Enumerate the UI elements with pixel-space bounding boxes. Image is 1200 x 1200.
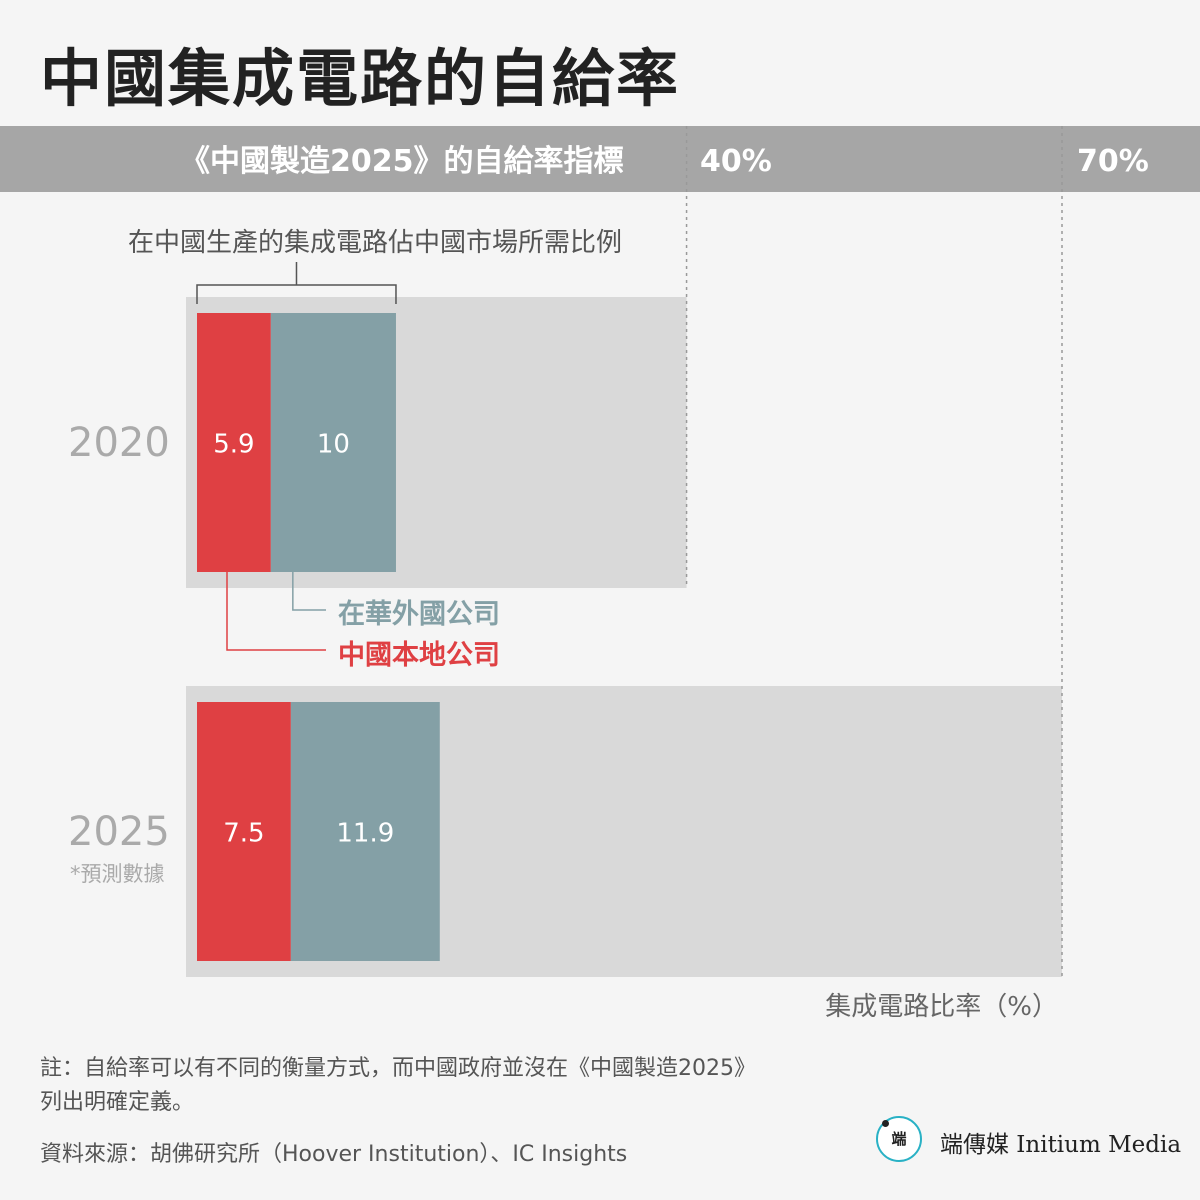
- data-label-foreign-2025: 11.9: [336, 819, 394, 849]
- forecast-note: *預測數據: [70, 862, 165, 886]
- bracket-label: 在中國生產的集成電路佔中國市場所需比例: [128, 228, 623, 258]
- brand-name: 端傳媒 Initium Media: [940, 1132, 1182, 1158]
- bar-local-2025: [197, 702, 291, 961]
- bar-local-2020: [197, 313, 271, 572]
- source-note: 資料來源：胡佛研究所（Hoover Institution）、IC Insigh…: [40, 1142, 628, 1167]
- bar-foreign-2020: [270, 313, 396, 572]
- target-band-label: 《中國製造2025》的自給率指標: [180, 144, 624, 179]
- x-axis-label: 集成電路比率（%）: [825, 992, 1058, 1022]
- bracket-line: [196, 262, 397, 304]
- page-title: 中國集成電路的自給率: [40, 42, 681, 115]
- leader-line-local: [226, 572, 326, 651]
- data-label-local-2025: 7.5: [223, 819, 264, 849]
- footnote-line-2: 列出明確定義。: [40, 1090, 195, 1115]
- category-label-2025: 2025: [68, 809, 170, 855]
- footnote-line-1: 註：自給率可以有不同的衡量方式，而中國政府並沒在《中國製造2025》: [40, 1056, 756, 1081]
- data-label-foreign-2020: 10: [317, 430, 350, 460]
- legend-local: 中國本地公司: [338, 640, 500, 671]
- target-40-label: 40%: [700, 144, 772, 179]
- bar-foreign-2025: [290, 702, 440, 961]
- target-70-label: 70%: [1077, 144, 1149, 179]
- logo-glyph: 端: [891, 1130, 907, 1148]
- leader-line-foreign: [292, 572, 326, 611]
- target-band: [0, 126, 1200, 192]
- initium-logo-icon: 端: [876, 1116, 922, 1162]
- data-label-local-2020: 5.9: [213, 430, 254, 460]
- legend-foreign: 在華外國公司: [338, 599, 500, 630]
- category-label-2020: 2020: [68, 420, 170, 466]
